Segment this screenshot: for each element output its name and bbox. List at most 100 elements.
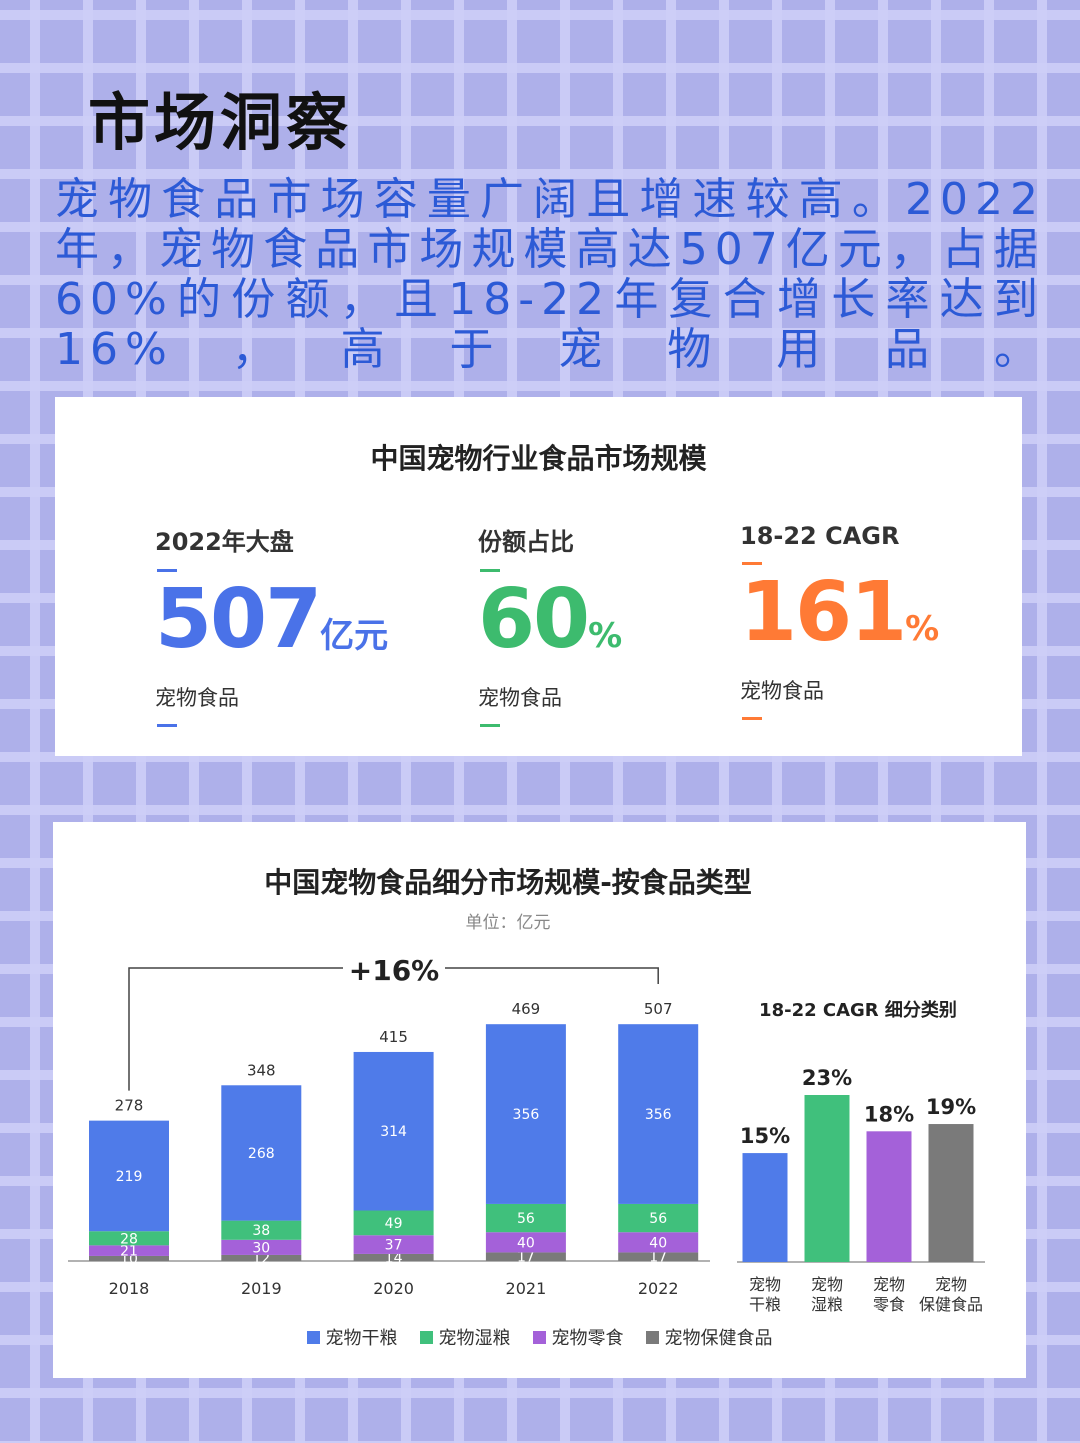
bar xyxy=(804,1095,850,1262)
legend-swatch xyxy=(645,1330,659,1344)
segment-label: 49 xyxy=(385,1216,403,1232)
segment-label: 268 xyxy=(248,1146,275,1162)
stat-label: 18-22 CAGR xyxy=(740,522,900,550)
total-label: 507 xyxy=(644,1000,673,1018)
legend-label: 宠物零食 xyxy=(551,1328,624,1349)
segment-label: 38 xyxy=(252,1223,270,1239)
stat-caption: 宠物食品 xyxy=(155,686,239,710)
value-label: 15% xyxy=(740,1124,790,1148)
bar-segment xyxy=(89,1255,169,1261)
intro-text: 宠物食品市场容量广阔且增速较高。2022年，宠物食品市场规模高达507亿元，占据… xyxy=(55,174,1045,375)
legend-label: 宠物干粮 xyxy=(325,1328,398,1349)
dash xyxy=(480,724,500,727)
x-tick-label: 2021 xyxy=(506,1279,547,1298)
bar-segment xyxy=(618,1024,699,1204)
stat: 18-22 CAGR 161% 宠物食品 xyxy=(740,522,1040,720)
segment-label: 56 xyxy=(517,1211,535,1227)
bar-segment xyxy=(485,1024,566,1204)
total-label: 278 xyxy=(115,1097,144,1115)
dash xyxy=(742,562,762,565)
segment-label: 21 xyxy=(120,1244,138,1260)
value-label: 23% xyxy=(802,1066,852,1090)
segment-label: 30 xyxy=(252,1240,270,1256)
legend-item: 宠物湿粮 xyxy=(419,1324,511,1350)
dash xyxy=(742,717,762,720)
segment-label: 12 xyxy=(252,1251,270,1267)
value-label: 18% xyxy=(864,1102,914,1126)
stat-unit: 亿元 xyxy=(320,616,389,656)
chart-card: 中国宠物食品细分市场规模-按食品类型 单位：亿元 10 21 28 219 278 2018 1… xyxy=(53,822,1026,1378)
x-tick-label: 宠物 保健食品 xyxy=(918,1275,983,1314)
x-tick-label: 2018 xyxy=(109,1279,150,1298)
chart-title: 18-22 CAGR 细分类别 xyxy=(759,999,957,1021)
stats-title: 中国宠物行业食品市场规模 xyxy=(370,442,707,475)
bar xyxy=(742,1153,788,1262)
legend-label: 宠物保健食品 xyxy=(664,1328,773,1349)
bar-segment xyxy=(353,1235,434,1254)
x-tick-label: 2022 xyxy=(638,1279,679,1298)
x-tick-label: 宠物 湿粮 xyxy=(810,1275,843,1314)
bar xyxy=(928,1124,974,1262)
bar xyxy=(866,1131,912,1262)
bar-segment xyxy=(221,1085,302,1221)
legend-label: 宠物湿粮 xyxy=(438,1328,511,1349)
stat-caption: 宠物食品 xyxy=(478,686,562,710)
bar-segment xyxy=(89,1231,169,1246)
bar-segment xyxy=(353,1210,434,1236)
segment-label: 14 xyxy=(385,1250,403,1266)
legend-swatch xyxy=(532,1330,546,1344)
stat-label: 2022年大盘 xyxy=(155,528,294,556)
stat-number: 60 xyxy=(478,572,590,667)
segment-label: 40 xyxy=(649,1235,667,1251)
chart-subtitle: 单位：亿元 xyxy=(466,913,551,933)
bar-segment xyxy=(618,1232,699,1253)
legend-item: 宠物保健食品 xyxy=(645,1324,773,1350)
stat: 份额占比 60% 宠物食品 xyxy=(478,522,778,727)
segment-label: 28 xyxy=(120,1231,138,1247)
legend-swatch xyxy=(419,1330,433,1344)
stat-label: 份额占比 xyxy=(478,528,574,556)
dash xyxy=(157,724,177,727)
legend-swatch xyxy=(306,1330,320,1344)
bar-segment xyxy=(618,1203,699,1233)
stat-value: 60% xyxy=(478,579,778,676)
segment-label: 17 xyxy=(517,1250,535,1266)
stat-number: 161 xyxy=(740,565,907,660)
dash xyxy=(157,569,177,572)
segment-label: 37 xyxy=(385,1238,403,1254)
bar-segment xyxy=(485,1252,566,1261)
bar-segment xyxy=(221,1239,302,1255)
dash xyxy=(480,569,500,572)
stat-caption: 宠物食品 xyxy=(740,679,824,703)
bar-segment xyxy=(221,1254,302,1261)
chart-title: 中国宠物食品细分市场规模-按食品类型 xyxy=(264,866,752,899)
x-tick-label: 2019 xyxy=(241,1279,282,1298)
bar-segment xyxy=(89,1120,169,1232)
legend-item: 宠物零食 xyxy=(532,1324,624,1350)
segment-label: 17 xyxy=(649,1250,667,1266)
bar-segment xyxy=(353,1051,434,1211)
segment-label: 314 xyxy=(380,1124,407,1140)
growth-bracket xyxy=(128,967,343,1091)
segment-label: 56 xyxy=(649,1211,667,1227)
total-label: 415 xyxy=(379,1028,408,1046)
legend-item: 宠物干粮 xyxy=(306,1324,398,1350)
stat-number: 507 xyxy=(155,572,322,667)
segment-label: 219 xyxy=(116,1169,143,1185)
page-title: 市场洞察 xyxy=(88,86,353,159)
stat-value: 161% xyxy=(740,572,1040,669)
growth-bracket xyxy=(445,967,659,984)
x-tick-label: 宠物 零食 xyxy=(872,1275,905,1314)
total-label: 348 xyxy=(247,1061,276,1079)
x-tick-label: 2020 xyxy=(373,1279,414,1298)
segment-label: 356 xyxy=(513,1107,540,1123)
segment-label: 40 xyxy=(517,1235,535,1251)
value-label: 19% xyxy=(926,1095,976,1119)
bar-segment xyxy=(485,1203,566,1233)
bar-segment xyxy=(353,1253,434,1261)
legend: 宠物干粮 宠物湿粮 宠物零食 宠物保健食品 xyxy=(53,1324,1026,1350)
segment-label: 356 xyxy=(645,1107,672,1123)
total-label: 469 xyxy=(512,1000,541,1018)
x-tick-label: 宠物 干粮 xyxy=(748,1275,781,1314)
